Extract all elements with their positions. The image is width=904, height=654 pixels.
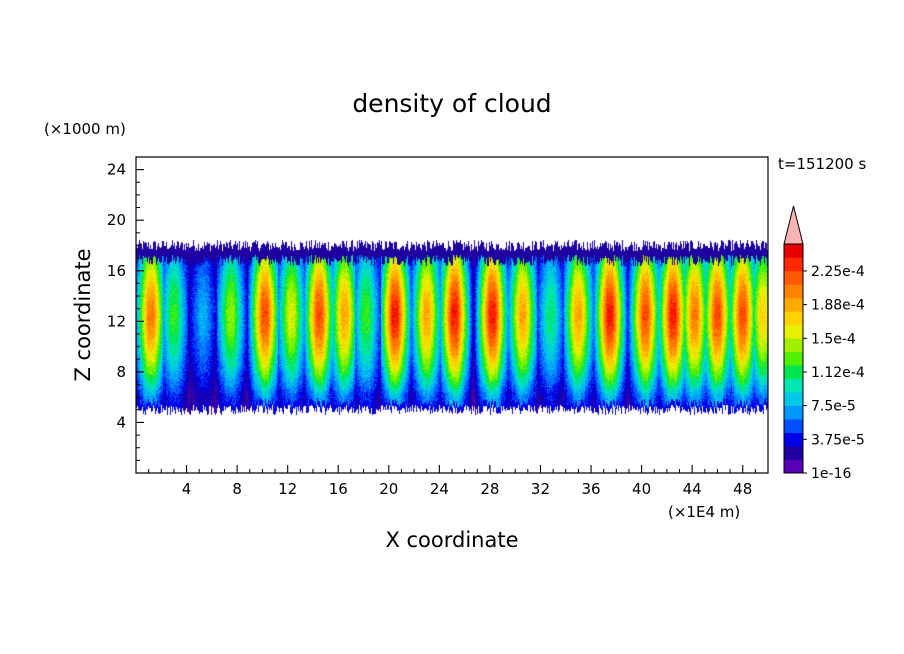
x-unit-label: (×1E4 m) (668, 503, 740, 521)
x-tick-label: 20 (379, 480, 398, 498)
x-axis: 4 8 12 16 20 24 28 32 36 40 44 48 (148, 465, 756, 498)
x-tick-label: 40 (632, 480, 651, 498)
colorbar-band (784, 392, 803, 406)
y-axis: 4 8 12 16 20 24 (107, 161, 144, 461)
colorbar: 1e-16 3.75e-5 7.5e-5 1.12e-4 1.5e-4 1.88e-4 2.… (783, 205, 865, 482)
colorbar-band (784, 338, 803, 353)
colorbar-band (784, 244, 803, 258)
x-tick-label: 16 (329, 480, 348, 498)
colorbar-band (784, 446, 803, 460)
colorbar-band (784, 432, 803, 447)
x-tick-label: 8 (232, 480, 242, 498)
colorbar-label: 7.5e-5 (811, 399, 856, 415)
colorbar-band (784, 459, 803, 474)
colorbar-frame (783, 243, 804, 474)
colorbar-band (784, 297, 803, 312)
y-tick-label: 24 (107, 161, 126, 179)
colorbar-band (784, 351, 803, 366)
density-raster (136, 157, 768, 473)
colorbar-label: 1e-16 (811, 466, 851, 482)
x-tick-label: 36 (581, 480, 600, 498)
x-tick-label: 44 (683, 480, 702, 498)
y-tick-label: 12 (107, 312, 126, 330)
colorbar-label: 3.75e-5 (811, 432, 865, 448)
x-tick-label: 28 (480, 480, 499, 498)
colorbar-band (784, 365, 803, 380)
x-tick-label: 12 (278, 480, 297, 498)
chart-title: density of cloud (352, 89, 551, 118)
colorbar-band (784, 405, 803, 420)
y-tick-label: 20 (107, 211, 126, 229)
y-axis-label: Z coordinate (71, 248, 95, 381)
colorbar-band (784, 257, 803, 272)
colorbar-band (784, 324, 803, 339)
time-label: t=151200 s (778, 155, 866, 173)
density-field (136, 157, 768, 473)
colorbar-band (784, 378, 803, 393)
colorbar-band (784, 419, 803, 433)
y-tick-label: 8 (116, 363, 126, 381)
y-unit-label: (×1000 m) (44, 120, 126, 138)
x-axis-label: X coordinate (385, 528, 518, 552)
colorbar-label: 1.12e-4 (811, 365, 865, 381)
colorbar-label: 1.88e-4 (811, 298, 865, 314)
colorbar-band (784, 270, 803, 285)
colorbar-overflow-arrow (783, 205, 804, 245)
colorbar-label: 1.5e-4 (811, 331, 856, 347)
x-tick-label: 24 (430, 480, 449, 498)
x-tick-label: 48 (733, 480, 752, 498)
colorbar-band (784, 284, 803, 299)
x-tick-label: 4 (182, 480, 192, 498)
colorbar-label: 2.25e-4 (811, 264, 865, 280)
x-tick-label: 32 (531, 480, 550, 498)
y-tick-label: 4 (116, 413, 126, 431)
y-tick-label: 16 (107, 262, 126, 280)
colorbar-band (784, 311, 803, 326)
